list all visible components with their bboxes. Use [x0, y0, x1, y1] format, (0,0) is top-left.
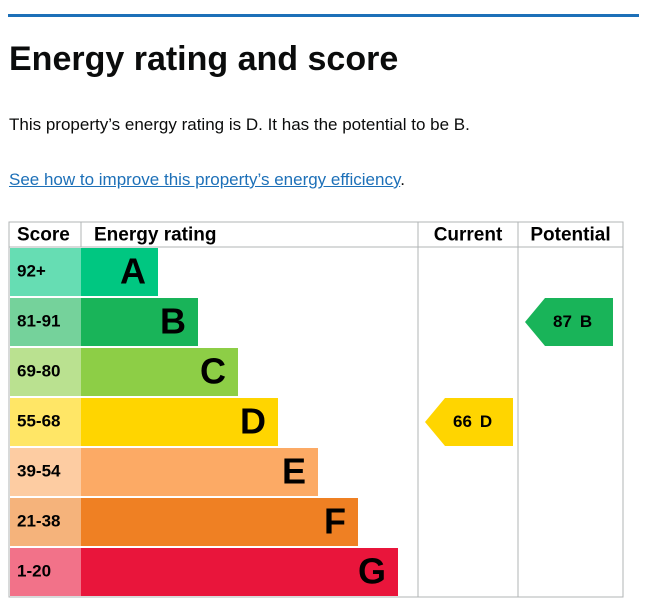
top-rule	[8, 14, 639, 17]
score-cell	[10, 548, 81, 596]
current-arrow	[425, 398, 513, 446]
score-cell	[10, 298, 81, 346]
page-title: Energy rating and score	[9, 40, 399, 78]
score-cell-tint	[10, 398, 81, 446]
potential-score: 87	[553, 312, 572, 331]
rating-band	[81, 248, 158, 296]
rating-band	[81, 548, 398, 596]
link-suffix: .	[400, 170, 405, 189]
score-cell	[10, 248, 81, 296]
rating-band	[81, 498, 358, 546]
link-line: See how to improve this property’s energ…	[9, 170, 405, 190]
score-range: 69-80	[17, 361, 60, 380]
score-cell	[10, 348, 81, 396]
score-cell-tint	[10, 548, 81, 596]
score-cell	[10, 498, 81, 546]
summary: This property’s energy rating is D. It h…	[9, 115, 470, 134]
score-range: 55-68	[17, 411, 60, 430]
score-range: 39-54	[17, 461, 61, 480]
potential-letter: B	[580, 312, 592, 331]
rating-letter: G	[358, 551, 386, 592]
potential-label: 87 B	[553, 312, 592, 331]
rating-letter: A	[120, 251, 146, 292]
score-cell	[10, 398, 81, 446]
score-range: 1-20	[17, 561, 51, 580]
table-border	[8, 221, 624, 598]
score-cell-tint	[10, 248, 81, 296]
column-header: Potential	[530, 225, 610, 246]
potential-arrow	[525, 298, 613, 346]
rating-letter: D	[240, 401, 266, 442]
score-cell-tint	[10, 448, 81, 496]
rating-band	[81, 448, 318, 496]
score-range: 81-91	[17, 311, 60, 330]
rating-band	[81, 298, 198, 346]
current-label: 66 D	[453, 412, 492, 431]
score-cell-tint	[10, 298, 81, 346]
rating-letter: B	[160, 301, 186, 342]
score-range: 92+	[17, 261, 46, 280]
improve-link[interactable]: See how to improve this property’s energ…	[9, 170, 401, 189]
rating-band	[81, 398, 278, 446]
column-header: Energy rating	[94, 225, 216, 246]
score-cell-tint	[10, 498, 81, 546]
current-letter: D	[480, 412, 492, 431]
rating-band	[81, 348, 238, 396]
rating-letter: C	[200, 351, 226, 392]
score-cell-tint	[10, 348, 81, 396]
column-header: Current	[434, 225, 503, 246]
current-score: 66	[453, 412, 472, 431]
rating-letter: E	[282, 451, 306, 492]
rating-letter: F	[324, 501, 346, 542]
column-header: Score	[17, 225, 70, 246]
score-cell	[10, 448, 81, 496]
score-range: 21-38	[17, 511, 60, 530]
